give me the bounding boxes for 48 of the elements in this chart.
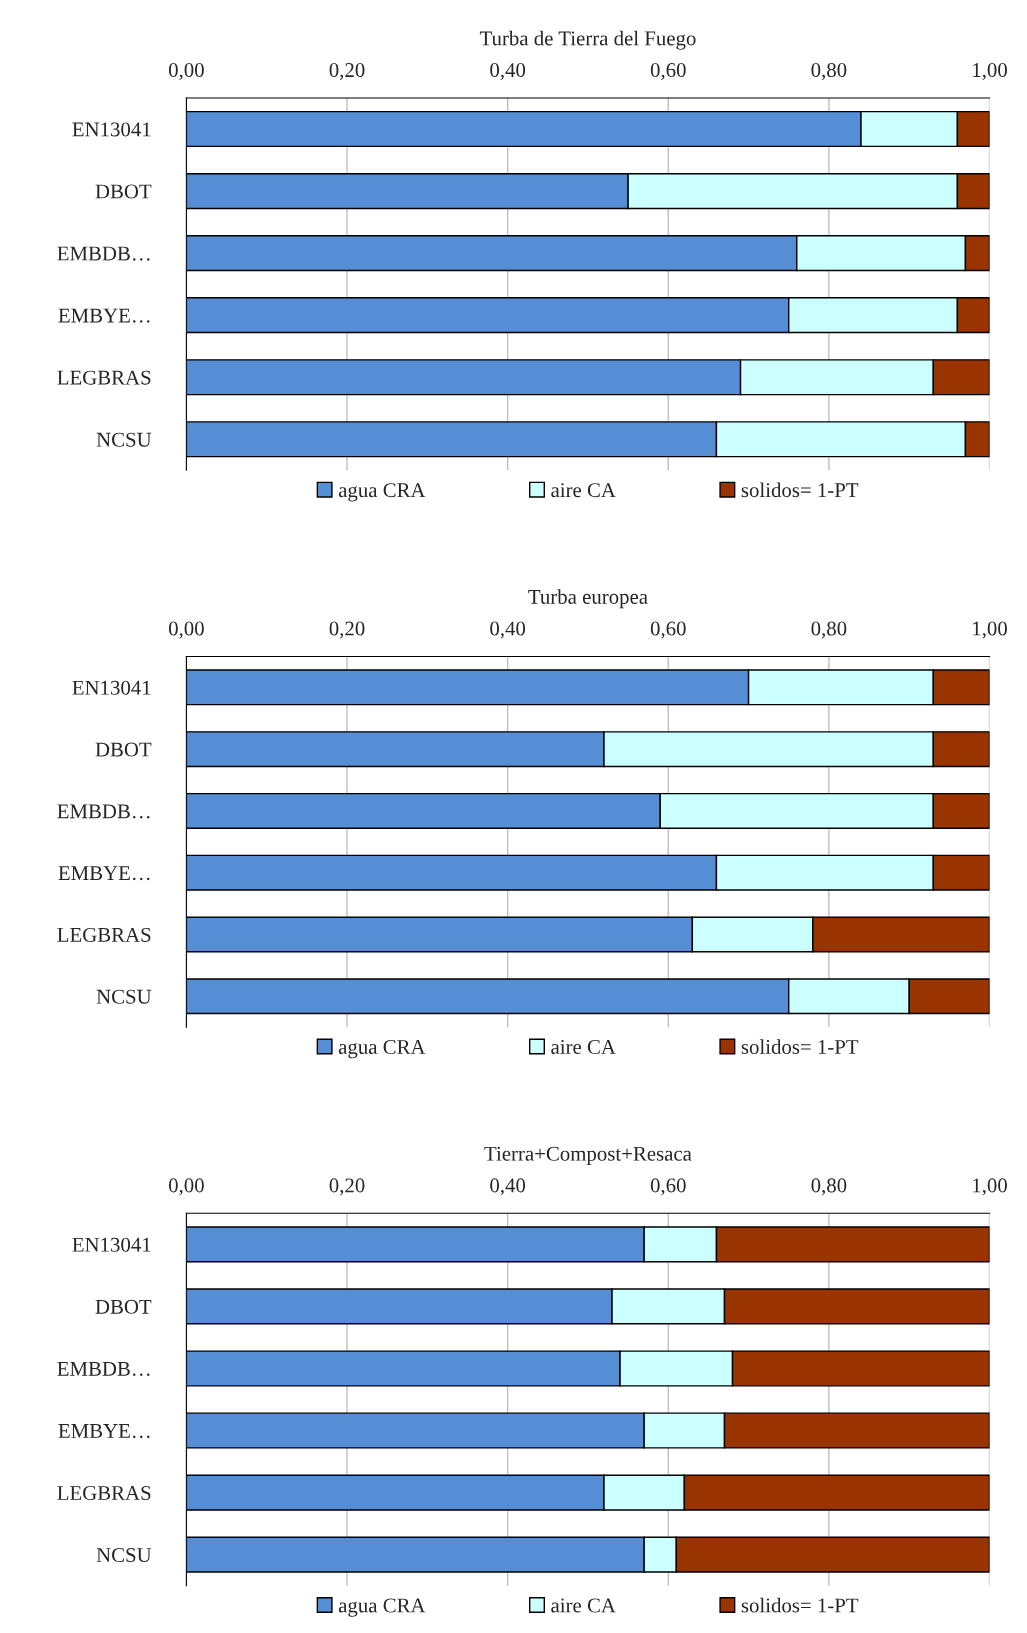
- y-tick-label: EN13041: [72, 122, 151, 137]
- legend-label: agua CRA: [338, 483, 426, 502]
- legend-label: solidos= 1-PT: [741, 1039, 859, 1054]
- y-tick-label: EMBDB…: [57, 246, 150, 261]
- y-tick-label: NCSU: [96, 432, 152, 447]
- x-tick-label: 0,80: [811, 1178, 847, 1196]
- y-tick-label: LEGBRAS: [57, 1485, 151, 1500]
- y-tick-label: EMBYE…: [58, 1424, 150, 1439]
- x-tick-label: 1,00: [973, 63, 1007, 81]
- x-tick-label: 0,00: [168, 621, 204, 639]
- y-tick-label: NCSU: [96, 1548, 152, 1563]
- legend-label: solidos= 1-PT: [741, 1597, 859, 1613]
- x-tick-label: 0,60: [650, 621, 686, 639]
- chart-title: Turba europea: [528, 589, 648, 609]
- y-tick-label: EMBYE…: [58, 308, 150, 323]
- legend-label: aire CA: [551, 483, 616, 498]
- y-tick-label: EMBDB…: [57, 1362, 150, 1376]
- legend-label: aire CA: [551, 1039, 616, 1054]
- x-tick-label: 0,40: [490, 1178, 526, 1196]
- y-tick-label: DBOT: [95, 184, 152, 199]
- legend-label: agua CRA: [338, 1598, 426, 1617]
- y-tick-label: DBOT: [95, 1299, 152, 1314]
- y-tick-label: NCSU: [96, 989, 152, 1004]
- x-tick-label: 0,00: [168, 1178, 204, 1196]
- y-tick-label: DBOT: [95, 742, 152, 757]
- x-tick-label: 0,60: [650, 63, 686, 81]
- x-tick-label: 0,80: [811, 63, 847, 81]
- x-tick-label: 0,00: [168, 63, 204, 81]
- x-tick-label: 0,20: [329, 621, 365, 639]
- chart-title: Turba de Tierra del Fuego: [479, 30, 696, 50]
- legend-label: solidos= 1-PT: [741, 482, 859, 498]
- y-tick-label: EMBYE…: [58, 866, 150, 881]
- legend-label: aire CA: [551, 1598, 616, 1613]
- x-tick-label: 0,40: [490, 63, 526, 81]
- chart-title: Tierra+Compost+Resaca: [484, 1146, 692, 1165]
- y-tick-label: LEGBRAS: [57, 927, 151, 942]
- x-tick-label: 1,00: [973, 621, 1007, 639]
- x-tick-label: 0,80: [811, 621, 847, 639]
- x-tick-label: 0,60: [650, 1178, 686, 1196]
- legend-label: agua CRA: [338, 1039, 426, 1059]
- x-tick-label: 0,20: [329, 1178, 365, 1196]
- x-tick-label: 0,40: [490, 621, 526, 639]
- y-tick-label: LEGBRAS: [57, 370, 151, 385]
- x-tick-label: 0,20: [329, 63, 365, 81]
- y-tick-label: EN13041: [72, 1237, 151, 1252]
- y-tick-label: EN13041: [72, 680, 151, 695]
- y-tick-label: EMBDB…: [57, 804, 150, 819]
- x-tick-label: 1,00: [973, 1178, 1007, 1196]
